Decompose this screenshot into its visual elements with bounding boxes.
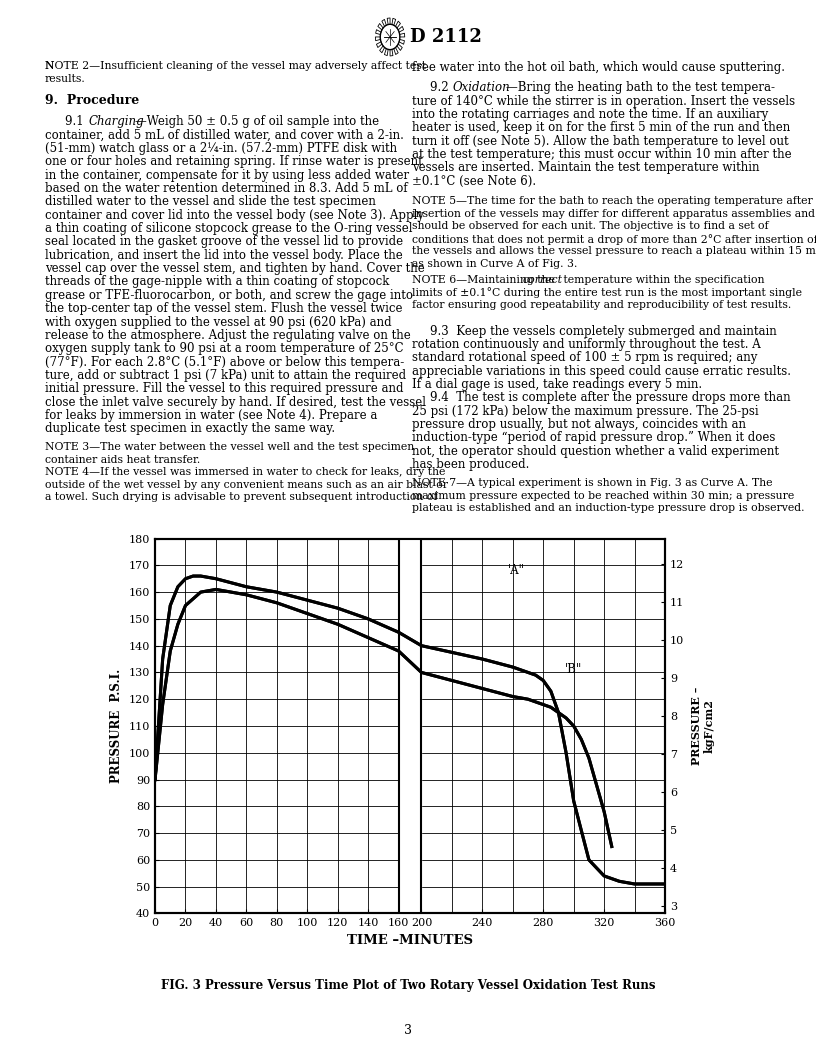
Text: container aids heat transfer.: container aids heat transfer. xyxy=(45,455,200,465)
Text: heater is used, keep it on for the first 5 min of the run and then: heater is used, keep it on for the first… xyxy=(412,121,791,134)
Text: the vessels and allows the vessel pressure to reach a plateau within 15 min: the vessels and allows the vessel pressu… xyxy=(412,246,816,257)
Text: release to the atmosphere. Adjust the regulating valve on the: release to the atmosphere. Adjust the re… xyxy=(45,328,410,342)
Text: If a dial gage is used, take readings every 5 min.: If a dial gage is used, take readings ev… xyxy=(412,378,703,391)
Text: correct: correct xyxy=(522,275,562,285)
Text: 25 psi (172 kPa) below the maximum pressure. The 25-psi: 25 psi (172 kPa) below the maximum press… xyxy=(412,404,759,418)
X-axis label: TIME –MINUTES: TIME –MINUTES xyxy=(347,934,473,947)
Text: factor ensuring good repeatability and reproducibility of test results.: factor ensuring good repeatability and r… xyxy=(412,300,792,310)
Text: outside of the wet vessel by any convenient means such as an air blast or: outside of the wet vessel by any conveni… xyxy=(45,480,448,490)
Y-axis label: PRESSURE –
kgF/cm2: PRESSURE – kgF/cm2 xyxy=(691,686,715,766)
Text: 3: 3 xyxy=(404,1024,412,1037)
Text: initial pressure. Fill the vessel to this required pressure and: initial pressure. Fill the vessel to thi… xyxy=(45,382,403,395)
Text: ture of 140°C while the stirrer is in operation. Insert the vessels: ture of 140°C while the stirrer is in op… xyxy=(412,95,796,108)
Y-axis label: PRESSURE  P.S.I.: PRESSURE P.S.I. xyxy=(110,668,123,784)
Text: 'B": 'B" xyxy=(565,663,582,676)
Text: induction-type “period of rapid pressure drop.” When it does: induction-type “period of rapid pressure… xyxy=(412,432,775,445)
Text: container and cover lid into the vessel body (see Note 3). Apply: container and cover lid into the vessel … xyxy=(45,209,424,222)
Text: as shown in Curve A of Fig. 3.: as shown in Curve A of Fig. 3. xyxy=(412,259,578,268)
Text: FIG. 3 Pressure Versus Time Plot of Two Rotary Vessel Oxidation Test Runs: FIG. 3 Pressure Versus Time Plot of Two … xyxy=(161,979,655,992)
Text: ture, add or subtract 1 psi (7 kPa) unit to attain the required: ture, add or subtract 1 psi (7 kPa) unit… xyxy=(45,369,406,382)
Text: NOTE 3—The water between the vessel well and the test specimen: NOTE 3—The water between the vessel well… xyxy=(45,442,415,452)
Text: threads of the gage-nipple with a thin coating of stopcock: threads of the gage-nipple with a thin c… xyxy=(45,276,389,288)
Text: D 2112: D 2112 xyxy=(410,27,482,46)
Text: turn it off (see Note 5). Allow the bath temperature to level out: turn it off (see Note 5). Allow the bath… xyxy=(412,135,789,148)
Text: —Weigh 50 ± 0.5 g of oil sample into the: —Weigh 50 ± 0.5 g of oil sample into the xyxy=(135,115,379,128)
Text: into the rotating carriages and note the time. If an auxiliary: into the rotating carriages and note the… xyxy=(412,108,769,121)
Text: NOTE 7—A typical experiment is shown in Fig. 3 as Curve A. The: NOTE 7—A typical experiment is shown in … xyxy=(412,478,773,488)
Text: ±0.1°C (see Note 6).: ±0.1°C (see Note 6). xyxy=(412,175,536,188)
Text: container, add 5 mL of distilled water, and cover with a 2-in.: container, add 5 mL of distilled water, … xyxy=(45,129,404,142)
Text: —Bring the heating bath to the test tempera-: —Bring the heating bath to the test temp… xyxy=(506,81,775,94)
Text: at the test temperature; this must occur within 10 min after the: at the test temperature; this must occur… xyxy=(412,148,792,162)
Text: (51-mm) watch glass or a 2¼-in. (57.2-mm) PTFE disk with: (51-mm) watch glass or a 2¼-in. (57.2-mm… xyxy=(45,142,397,155)
Text: rotation continuously and uniformly throughout the test. A: rotation continuously and uniformly thro… xyxy=(412,338,761,351)
Text: should be observed for each unit. The objective is to find a set of: should be observed for each unit. The ob… xyxy=(412,221,769,231)
Text: a thin coating of silicone stopcock grease to the O-ring vessel: a thin coating of silicone stopcock grea… xyxy=(45,222,412,235)
Text: in the container, compensate for it by using less added water: in the container, compensate for it by u… xyxy=(45,169,409,182)
Text: NOTE 4—If the vessel was immersed in water to check for leaks, dry the: NOTE 4—If the vessel was immersed in wat… xyxy=(45,468,446,477)
Text: results.: results. xyxy=(45,74,86,83)
Text: lubrication, and insert the lid into the vessel body. Place the: lubrication, and insert the lid into the… xyxy=(45,249,402,262)
Text: pressure drop usually, but not always, coincides with an: pressure drop usually, but not always, c… xyxy=(412,418,746,431)
Text: grease or TFE-fluorocarbon, or both, and screw the gage into: grease or TFE-fluorocarbon, or both, and… xyxy=(45,289,413,302)
Text: the top-center tap of the vessel stem. Flush the vessel twice: the top-center tap of the vessel stem. F… xyxy=(45,302,402,315)
Text: duplicate test specimen in exactly the same way.: duplicate test specimen in exactly the s… xyxy=(45,422,335,435)
Text: 9.3  Keep the vessels completely submerged and maintain: 9.3 Keep the vessels completely submerge… xyxy=(430,324,777,338)
Text: standard rotational speed of 100 ± 5 rpm is required; any: standard rotational speed of 100 ± 5 rpm… xyxy=(412,352,757,364)
Text: has been produced.: has been produced. xyxy=(412,458,530,471)
Text: (77°F). For each 2.8°C (5.1°F) above or below this tempera-: (77°F). For each 2.8°C (5.1°F) above or … xyxy=(45,356,404,369)
Text: 9.2: 9.2 xyxy=(430,81,456,94)
Text: NOTE 6—Maintaining the: NOTE 6—Maintaining the xyxy=(412,275,558,285)
Text: a towel. Such drying is advisable to prevent subsequent introduction of: a towel. Such drying is advisable to pre… xyxy=(45,492,437,503)
Text: N: N xyxy=(45,61,55,71)
Text: Oxidation: Oxidation xyxy=(453,81,511,94)
Text: temperature within the specification: temperature within the specification xyxy=(560,275,765,285)
Text: for leaks by immersion in water (see Note 4). Prepare a: for leaks by immersion in water (see Not… xyxy=(45,409,377,422)
Text: based on the water retention determined in 8.3. Add 5 mL of: based on the water retention determined … xyxy=(45,182,407,195)
Text: vessel cap over the vessel stem, and tighten by hand. Cover the: vessel cap over the vessel stem, and tig… xyxy=(45,262,424,276)
Text: plateau is established and an induction-type pressure drop is observed.: plateau is established and an induction-… xyxy=(412,504,805,513)
Text: not, the operator should question whether a valid experiment: not, the operator should question whethe… xyxy=(412,445,779,458)
Text: 'A": 'A" xyxy=(508,564,526,578)
Text: NOTE 5—The time for the bath to reach the operating temperature after: NOTE 5—The time for the bath to reach th… xyxy=(412,196,813,206)
Text: Charging: Charging xyxy=(88,115,144,128)
Text: conditions that does not permit a drop of more than 2°C after insertion of: conditions that does not permit a drop o… xyxy=(412,233,816,245)
Text: one or four holes and retaining spring. If rinse water is present: one or four holes and retaining spring. … xyxy=(45,155,423,168)
Text: insertion of the vessels may differ for different apparatus assemblies and: insertion of the vessels may differ for … xyxy=(412,209,815,219)
Text: limits of ±0.1°C during the entire test run is the most important single: limits of ±0.1°C during the entire test … xyxy=(412,287,802,299)
Text: free water into the hot oil bath, which would cause sputtering.: free water into the hot oil bath, which … xyxy=(412,61,785,74)
Text: seal located in the gasket groove of the vessel lid to provide: seal located in the gasket groove of the… xyxy=(45,235,403,248)
Text: vessels are inserted. Maintain the test temperature within: vessels are inserted. Maintain the test … xyxy=(412,162,760,174)
Text: NOTE 2—Insufficient cleaning of the vessel may adversely affect test: NOTE 2—Insufficient cleaning of the vess… xyxy=(45,61,426,71)
Text: distilled water to the vessel and slide the test specimen: distilled water to the vessel and slide … xyxy=(45,195,375,208)
Text: close the inlet valve securely by hand. If desired, test the vessel: close the inlet valve securely by hand. … xyxy=(45,396,426,409)
Text: with oxygen supplied to the vessel at 90 psi (620 kPa) and: with oxygen supplied to the vessel at 90… xyxy=(45,316,392,328)
Text: oxygen supply tank to 90 psi at a room temperature of 25°C: oxygen supply tank to 90 psi at a room t… xyxy=(45,342,403,355)
Text: 9.  Procedure: 9. Procedure xyxy=(45,94,140,107)
Text: 9.1: 9.1 xyxy=(65,115,91,128)
Text: maximum pressure expected to be reached within 30 min; a pressure: maximum pressure expected to be reached … xyxy=(412,491,794,501)
Text: appreciable variations in this speed could cause erratic results.: appreciable variations in this speed cou… xyxy=(412,364,791,378)
Text: 9.4  The test is complete after the pressure drops more than: 9.4 The test is complete after the press… xyxy=(430,392,791,404)
